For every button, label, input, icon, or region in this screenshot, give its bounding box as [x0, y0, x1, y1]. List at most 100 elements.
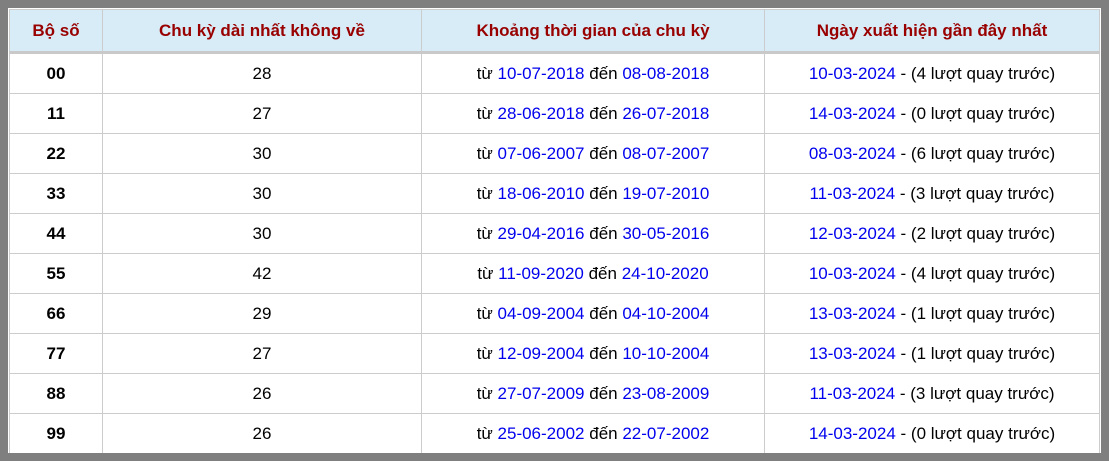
- cycle-length-cell: 26: [102, 413, 422, 453]
- pair-number-cell: 77: [9, 333, 103, 374]
- recent-date-link[interactable]: 14-03-2024: [808, 424, 896, 443]
- pair-number: 66: [46, 304, 66, 323]
- pair-number: 88: [46, 384, 66, 403]
- draws-ago-note: - (1 lượt quay trước): [900, 304, 1056, 323]
- cycle-start-date-link[interactable]: 25-06-2002: [497, 424, 585, 443]
- to-label: đến: [589, 424, 618, 443]
- recent-appearance-cell: 10-03-2024 - (4 lượt quay trước): [764, 52, 1100, 94]
- from-label: từ: [476, 184, 493, 203]
- pair-number-cell: 00: [9, 52, 103, 94]
- to-label: đến: [589, 144, 618, 163]
- column-header-pair: Bộ số: [9, 9, 103, 54]
- pair-number-cell: 22: [9, 133, 103, 174]
- cycle-end-date-link[interactable]: 08-07-2007: [622, 144, 710, 163]
- draws-ago-note: - (1 lượt quay trước): [900, 344, 1056, 363]
- cycle-start-date-link[interactable]: 29-04-2016: [497, 224, 585, 243]
- pair-number-cell: 66: [9, 293, 103, 334]
- table-row: 88 26 từ 27-07-2009 đến 23-08-2009 11-03…: [9, 373, 1100, 414]
- cycle-length: 30: [252, 144, 272, 163]
- pair-number: 00: [46, 64, 66, 83]
- pair-number-cell: 44: [9, 213, 103, 254]
- recent-appearance-cell: 14-03-2024 - (0 lượt quay trước): [764, 93, 1100, 134]
- cycle-end-date-link[interactable]: 30-05-2016: [622, 224, 710, 243]
- pair-number-cell: 88: [9, 373, 103, 414]
- cycle-range-cell: từ 25-06-2002 đến 22-07-2002: [421, 413, 765, 453]
- to-label: đến: [589, 104, 618, 123]
- draws-ago-note: - (0 lượt quay trước): [900, 424, 1056, 443]
- from-label: từ: [476, 144, 493, 163]
- cycle-length: 29: [252, 304, 272, 323]
- column-header-recent: Ngày xuất hiện gần đây nhất: [764, 9, 1100, 54]
- cycle-length-cell: 29: [102, 293, 422, 334]
- recent-date-link[interactable]: 10-03-2024: [808, 64, 896, 83]
- to-label: đến: [589, 384, 618, 403]
- cycle-start-date-link[interactable]: 27-07-2009: [497, 384, 585, 403]
- cycle-range-cell: từ 29-04-2016 đến 30-05-2016: [421, 213, 765, 254]
- cycle-start-date-link[interactable]: 04-09-2004: [497, 304, 585, 323]
- recent-appearance-cell: 12-03-2024 - (2 lượt quay trước): [764, 213, 1100, 254]
- recent-date-link[interactable]: 12-03-2024: [808, 224, 896, 243]
- cycle-length: 30: [252, 224, 272, 243]
- cycle-end-date-link[interactable]: 04-10-2004: [622, 304, 710, 323]
- recent-appearance-cell: 08-03-2024 - (6 lượt quay trước): [764, 133, 1100, 174]
- draws-ago-note: - (6 lượt quay trước): [900, 144, 1056, 163]
- cycle-end-date-link[interactable]: 08-08-2018: [622, 64, 710, 83]
- cycle-range-cell: từ 12-09-2004 đến 10-10-2004: [421, 333, 765, 374]
- recent-date-link[interactable]: 14-03-2024: [808, 104, 896, 123]
- cycle-length-cell: 27: [102, 93, 422, 134]
- draws-ago-note: - (2 lượt quay trước): [900, 224, 1056, 243]
- cycle-start-date-link[interactable]: 07-06-2007: [497, 144, 585, 163]
- recent-date-link[interactable]: 11-03-2024: [809, 184, 896, 203]
- cycle-end-date-link[interactable]: 24-10-2020: [621, 264, 709, 283]
- recent-date-link[interactable]: 08-03-2024: [808, 144, 896, 163]
- cycle-range-cell: từ 07-06-2007 đến 08-07-2007: [421, 133, 765, 174]
- cycle-start-date-link[interactable]: 28-06-2018: [497, 104, 585, 123]
- recent-date-link[interactable]: 13-03-2024: [808, 304, 896, 323]
- table-row: 99 26 từ 25-06-2002 đến 22-07-2002 14-03…: [9, 413, 1100, 453]
- cycle-start-date-link[interactable]: 11-09-2020: [498, 264, 584, 283]
- draws-ago-note: - (0 lượt quay trước): [900, 104, 1056, 123]
- pair-number: 55: [46, 264, 66, 283]
- to-label: đến: [589, 224, 618, 243]
- cycle-length: 27: [252, 104, 272, 123]
- table-header: Bộ số Chu kỳ dài nhất không về Khoảng th…: [9, 9, 1100, 54]
- cycle-end-date-link[interactable]: 22-07-2002: [622, 424, 710, 443]
- cycle-length-cell: 27: [102, 333, 422, 374]
- cycle-length: 42: [252, 264, 272, 283]
- cycle-length-cell: 28: [102, 52, 422, 94]
- cycle-range-cell: từ 11-09-2020 đến 24-10-2020: [421, 253, 765, 294]
- recent-appearance-cell: 10-03-2024 - (4 lượt quay trước): [764, 253, 1100, 294]
- cycle-length-cell: 42: [102, 253, 422, 294]
- recent-date-link[interactable]: 10-03-2024: [808, 264, 896, 283]
- table-row: 11 27 từ 28-06-2018 đến 26-07-2018 14-03…: [9, 93, 1100, 134]
- pair-number-cell: 11: [9, 93, 103, 134]
- cycle-range-cell: từ 18-06-2010 đến 19-07-2010: [421, 173, 765, 214]
- cycle-end-date-link[interactable]: 23-08-2009: [622, 384, 710, 403]
- from-label: từ: [476, 224, 493, 243]
- pair-number-cell: 33: [9, 173, 103, 214]
- table-row: 22 30 từ 07-06-2007 đến 08-07-2007 08-03…: [9, 133, 1100, 174]
- cycle-range-cell: từ 28-06-2018 đến 26-07-2018: [421, 93, 765, 134]
- from-label: từ: [476, 344, 493, 363]
- cycle-length-cell: 30: [102, 173, 422, 214]
- table-row: 55 42 từ 11-09-2020 đến 24-10-2020 10-03…: [9, 253, 1100, 294]
- table-row: 00 28 từ 10-07-2018 đến 08-08-2018 10-03…: [9, 52, 1100, 94]
- recent-appearance-cell: 11-03-2024 - (3 lượt quay trước): [764, 173, 1100, 214]
- table-row: 66 29 từ 04-09-2004 đến 04-10-2004 13-03…: [9, 293, 1100, 334]
- cycle-range-cell: từ 04-09-2004 đến 04-10-2004: [421, 293, 765, 334]
- cycle-end-date-link[interactable]: 19-07-2010: [622, 184, 710, 203]
- recent-appearance-cell: 13-03-2024 - (1 lượt quay trước): [764, 293, 1100, 334]
- pairs-table-body: 00 28 từ 10-07-2018 đến 08-08-2018 10-03…: [9, 52, 1100, 453]
- cycle-start-date-link[interactable]: 18-06-2010: [497, 184, 585, 203]
- table-row: 77 27 từ 12-09-2004 đến 10-10-2004 13-03…: [9, 333, 1100, 374]
- recent-date-link[interactable]: 11-03-2024: [809, 384, 896, 403]
- cycle-start-date-link[interactable]: 12-09-2004: [497, 344, 585, 363]
- recent-date-link[interactable]: 13-03-2024: [808, 344, 896, 363]
- to-label: đến: [589, 344, 618, 363]
- cycle-start-date-link[interactable]: 10-07-2018: [497, 64, 585, 83]
- cycle-length: 26: [252, 384, 272, 403]
- column-header-range: Khoảng thời gian của chu kỳ: [421, 9, 765, 54]
- pair-number-cell: 55: [9, 253, 103, 294]
- cycle-end-date-link[interactable]: 10-10-2004: [622, 344, 710, 363]
- cycle-end-date-link[interactable]: 26-07-2018: [622, 104, 710, 123]
